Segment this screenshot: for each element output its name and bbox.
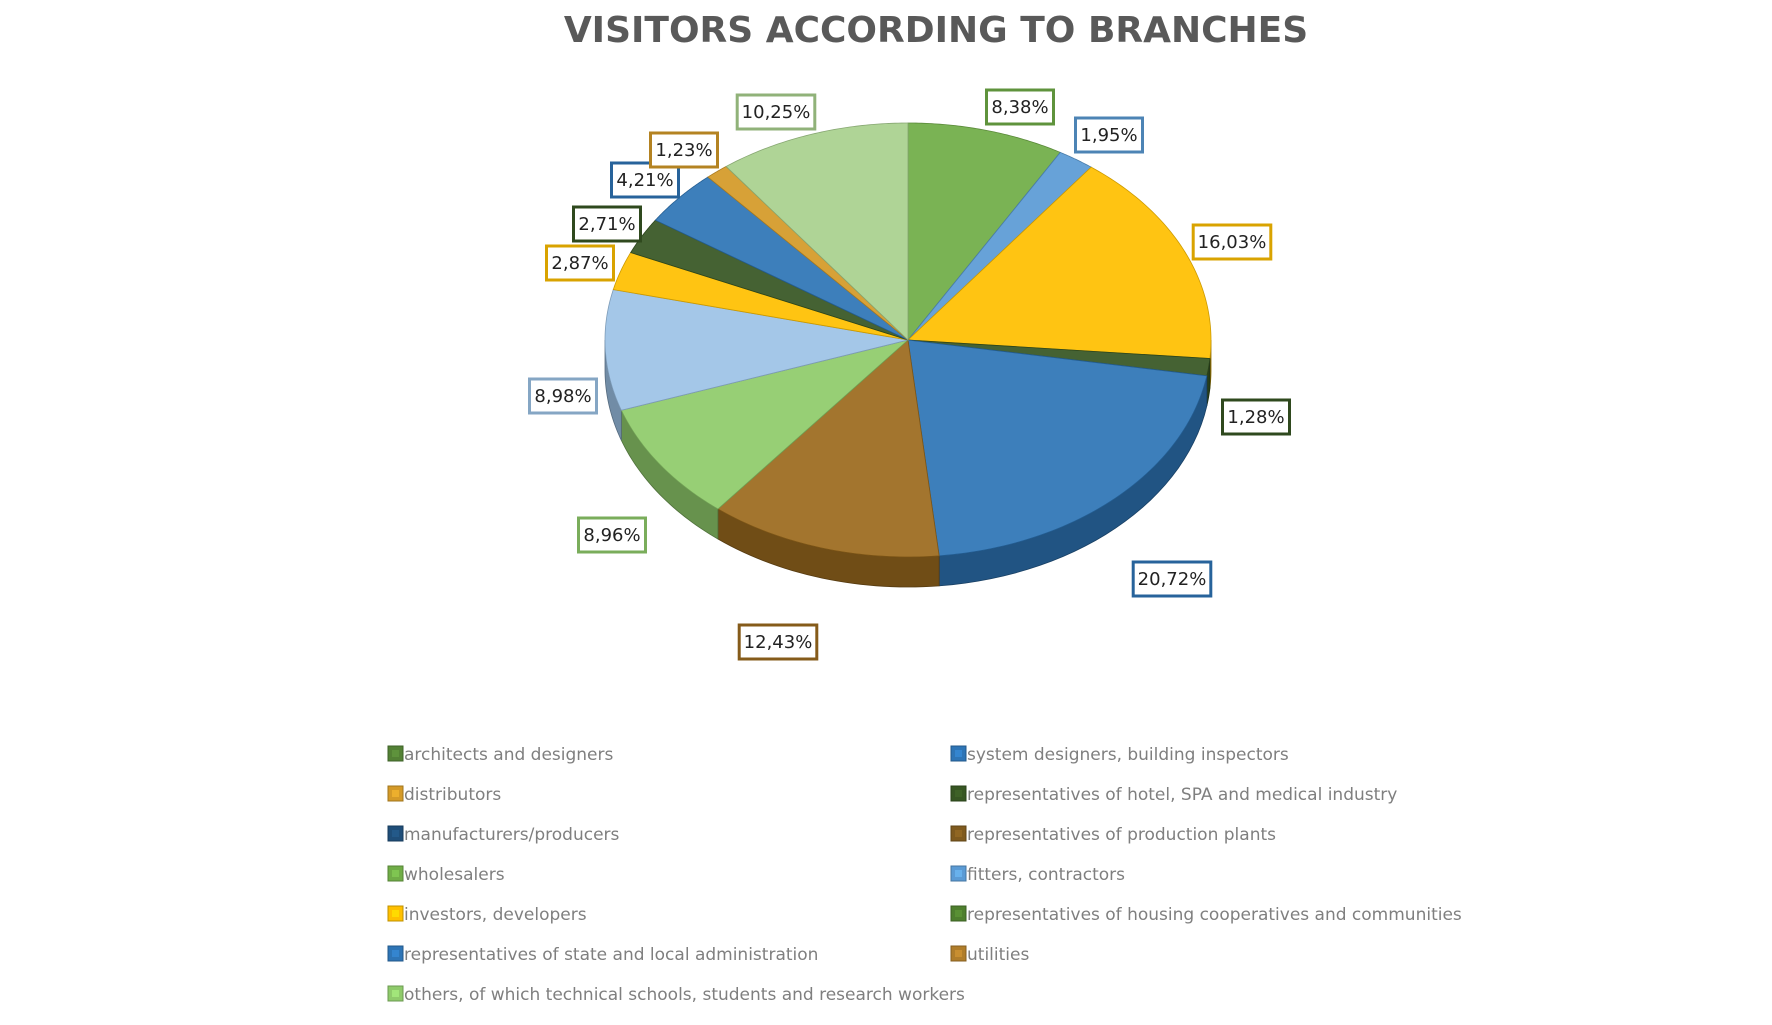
legend-swatch-highlight [392,910,399,917]
data-label-box [577,516,647,554]
data-label-box [737,623,819,661]
legend-label: utilities [967,945,1029,965]
legend-label: representatives of hotel, SPA and medica… [967,785,1397,805]
legend-swatch-highlight [955,870,962,877]
legend-swatch-highlight [392,830,399,837]
data-label: 2,71% [578,214,635,235]
legend-swatch-highlight [392,750,399,757]
data-label: 20,72% [1138,569,1207,590]
legend-label: system designers, building inspectors [967,745,1289,765]
data-label: 1,28% [1227,407,1284,428]
legend-label: representatives of production plants [967,825,1276,845]
legend-swatch-highlight [392,790,399,797]
data-label: 8,96% [583,525,640,546]
chart-title: VISITORS ACCORDING TO BRANCHES [564,10,1308,51]
data-label-box [545,244,615,282]
data-label: 2,87% [551,253,608,274]
legend-label: distributors [404,785,501,805]
legend-swatch-highlight [955,950,962,957]
legend-swatch-highlight [392,990,399,997]
pie-slice [725,122,909,341]
pie-slice [717,339,940,558]
data-label-box [572,205,642,243]
pie-slices [604,122,1212,588]
legend-label: representatives of state and local admin… [404,945,818,965]
data-label-box [649,131,719,169]
data-label: 8,38% [991,97,1048,118]
legend-swatch-highlight [955,910,962,917]
legend-label: investors, developers [404,905,587,925]
pie-slice [907,122,1061,342]
data-label-box [1221,398,1291,436]
pie-slice [907,151,1092,341]
legend-swatch-highlight [392,950,399,957]
pie-slice [907,166,1212,359]
data-label-box [1131,560,1213,598]
pie-slice [907,339,1208,557]
data-label-box [610,161,680,199]
data-label-box [528,377,598,415]
data-label: 10,25% [742,102,811,123]
pie-slice [630,219,909,341]
legend-swatch-highlight [955,830,962,837]
legend-swatch-highlight [955,750,962,757]
pie-slice [612,252,909,341]
data-label-box [985,88,1055,126]
data-label: 16,03% [1198,232,1267,253]
data-label-box [1191,223,1273,261]
legend-swatch-highlight [955,790,962,797]
legend-label: architects and designers [404,745,614,765]
data-label: 1,95% [1080,125,1137,146]
chart-legend: architects and designers system designers… [387,745,1462,1005]
pie-slice [620,339,909,510]
legend-label: representatives of housing cooperatives … [967,905,1462,925]
data-label-box [1074,116,1144,154]
legend-label: fitters, contractors [967,865,1125,885]
legend-label: wholesalers [404,865,505,885]
data-labels: 8,38% 1,95% 16,03% 1,28% 20,72% 12,43% 8,96% 8,… [528,88,1291,661]
pie-slice [707,165,909,341]
data-label: 4,21% [616,170,673,191]
legend-swatch-highlight [392,870,399,877]
data-label: 12,43% [744,632,813,653]
data-label: 1,23% [655,140,712,161]
data-label-box [735,93,817,131]
legend-label: manufacturers/producers [404,825,620,845]
legend-label: others, of which technical schools, stud… [404,985,965,1005]
pie-slice [604,289,909,411]
data-label: 8,98% [534,386,591,407]
